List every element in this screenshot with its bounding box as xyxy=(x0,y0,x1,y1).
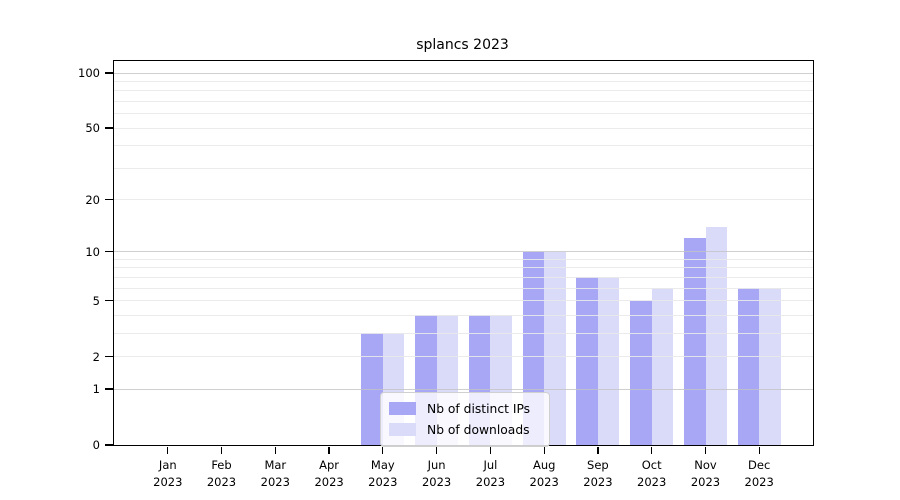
gridline-minor-20 xyxy=(114,199,813,201)
x-tick-label-dec: Dec 2023 xyxy=(744,458,774,489)
x-tick-mar xyxy=(274,446,276,454)
x-tick-label-mar: Mar 2023 xyxy=(260,458,290,489)
gridline-minor-3 xyxy=(114,332,813,334)
x-tick-nov xyxy=(704,446,707,454)
y-tick-10 xyxy=(104,251,113,253)
x-tick-jun xyxy=(435,446,438,454)
y-tick-50 xyxy=(104,127,113,129)
y-tick-0 xyxy=(104,444,113,446)
gridline-minor-6 xyxy=(114,287,813,289)
gridline-minor-5 xyxy=(114,300,813,302)
x-tick-label-jan: Jan 2023 xyxy=(153,458,183,489)
x-tick-label-oct: Oct 2023 xyxy=(637,458,667,489)
y-tick-100 xyxy=(104,72,113,74)
legend-row-downloads: Nb of downloads xyxy=(389,419,541,440)
gridline-major-1 xyxy=(114,388,813,390)
chart-title: splancs 2023 xyxy=(416,37,509,53)
x-tick-oct xyxy=(651,446,653,454)
bar-downloads-dec xyxy=(759,288,781,445)
gridline-minor-7 xyxy=(114,276,813,278)
legend-swatch-downloads xyxy=(389,423,416,436)
x-tick-may xyxy=(382,446,384,454)
y-tick-label-100: 100 xyxy=(78,66,100,80)
x-tick-label-sep: Sep 2023 xyxy=(583,458,613,489)
y-tick-20 xyxy=(104,198,113,201)
gridline-minor-8 xyxy=(114,267,813,269)
bar-downloads-oct xyxy=(651,288,674,445)
legend-swatch-distinct-ips xyxy=(389,402,416,415)
x-tick-aug xyxy=(543,446,545,454)
y-tick-1 xyxy=(104,388,113,390)
x-tick-sep xyxy=(597,446,599,454)
gridline-minor-4 xyxy=(114,314,813,316)
x-tick-label-aug: Aug 2023 xyxy=(529,458,559,489)
legend: Nb of distinct IPs Nb of downloads xyxy=(380,392,550,447)
x-tick-jul xyxy=(489,446,492,454)
bar-ips-oct xyxy=(630,300,652,445)
gridline-minor-70 xyxy=(114,100,813,102)
x-tick-label-apr: Apr 2023 xyxy=(314,458,344,489)
gridline-minor-50 xyxy=(114,127,813,129)
gridline-minor-30 xyxy=(114,167,813,169)
x-tick-dec xyxy=(758,446,760,454)
bar-ips-dec xyxy=(737,288,760,445)
x-tick-apr xyxy=(328,446,330,454)
gridline-minor-40 xyxy=(114,145,813,147)
bar-ips-sep xyxy=(576,277,598,445)
x-tick-label-may: May 2023 xyxy=(368,458,398,489)
gridline-major-10 xyxy=(114,251,813,253)
y-tick-label-2: 2 xyxy=(92,349,100,364)
y-tick-label-10: 10 xyxy=(85,244,100,259)
y-tick-label-0: 0 xyxy=(92,438,100,452)
y-tick-label-50: 50 xyxy=(85,121,100,136)
gridline-major-100 xyxy=(114,72,813,74)
y-tick-2 xyxy=(104,355,113,358)
x-tick-label-jun: Jun 2023 xyxy=(421,458,452,489)
x-tick-jan xyxy=(167,446,169,454)
bar-downloads-nov xyxy=(705,226,727,445)
y-tick-5 xyxy=(104,299,113,302)
bar-downloads-sep xyxy=(597,277,620,445)
y-tick-label-1: 1 xyxy=(92,382,100,397)
plot-area: Nb of distinct IPs Nb of downloads 0 1 2 5 1… xyxy=(78,60,814,489)
x-tick-label-nov: Nov 2023 xyxy=(690,458,721,489)
gridline-minor-60 xyxy=(114,113,813,115)
y-tick-label-5: 5 xyxy=(92,293,100,308)
gridline-minor-90 xyxy=(114,80,813,82)
x-tick-label-feb: Feb 2023 xyxy=(206,458,237,489)
gridline-minor-2 xyxy=(114,356,813,357)
x-tick-feb xyxy=(220,446,223,454)
legend-label-distinct-ips: Nb of distinct IPs xyxy=(427,401,531,416)
gridline-minor-9 xyxy=(114,258,813,260)
legend-row-distinct-ips: Nb of distinct IPs xyxy=(389,398,541,419)
x-tick-label-jul: Jul 2023 xyxy=(475,458,506,489)
y-tick-label-20: 20 xyxy=(85,192,100,207)
bar-ips-nov xyxy=(684,238,706,445)
legend-label-downloads: Nb of downloads xyxy=(427,422,530,437)
gridline-minor-80 xyxy=(114,90,813,92)
